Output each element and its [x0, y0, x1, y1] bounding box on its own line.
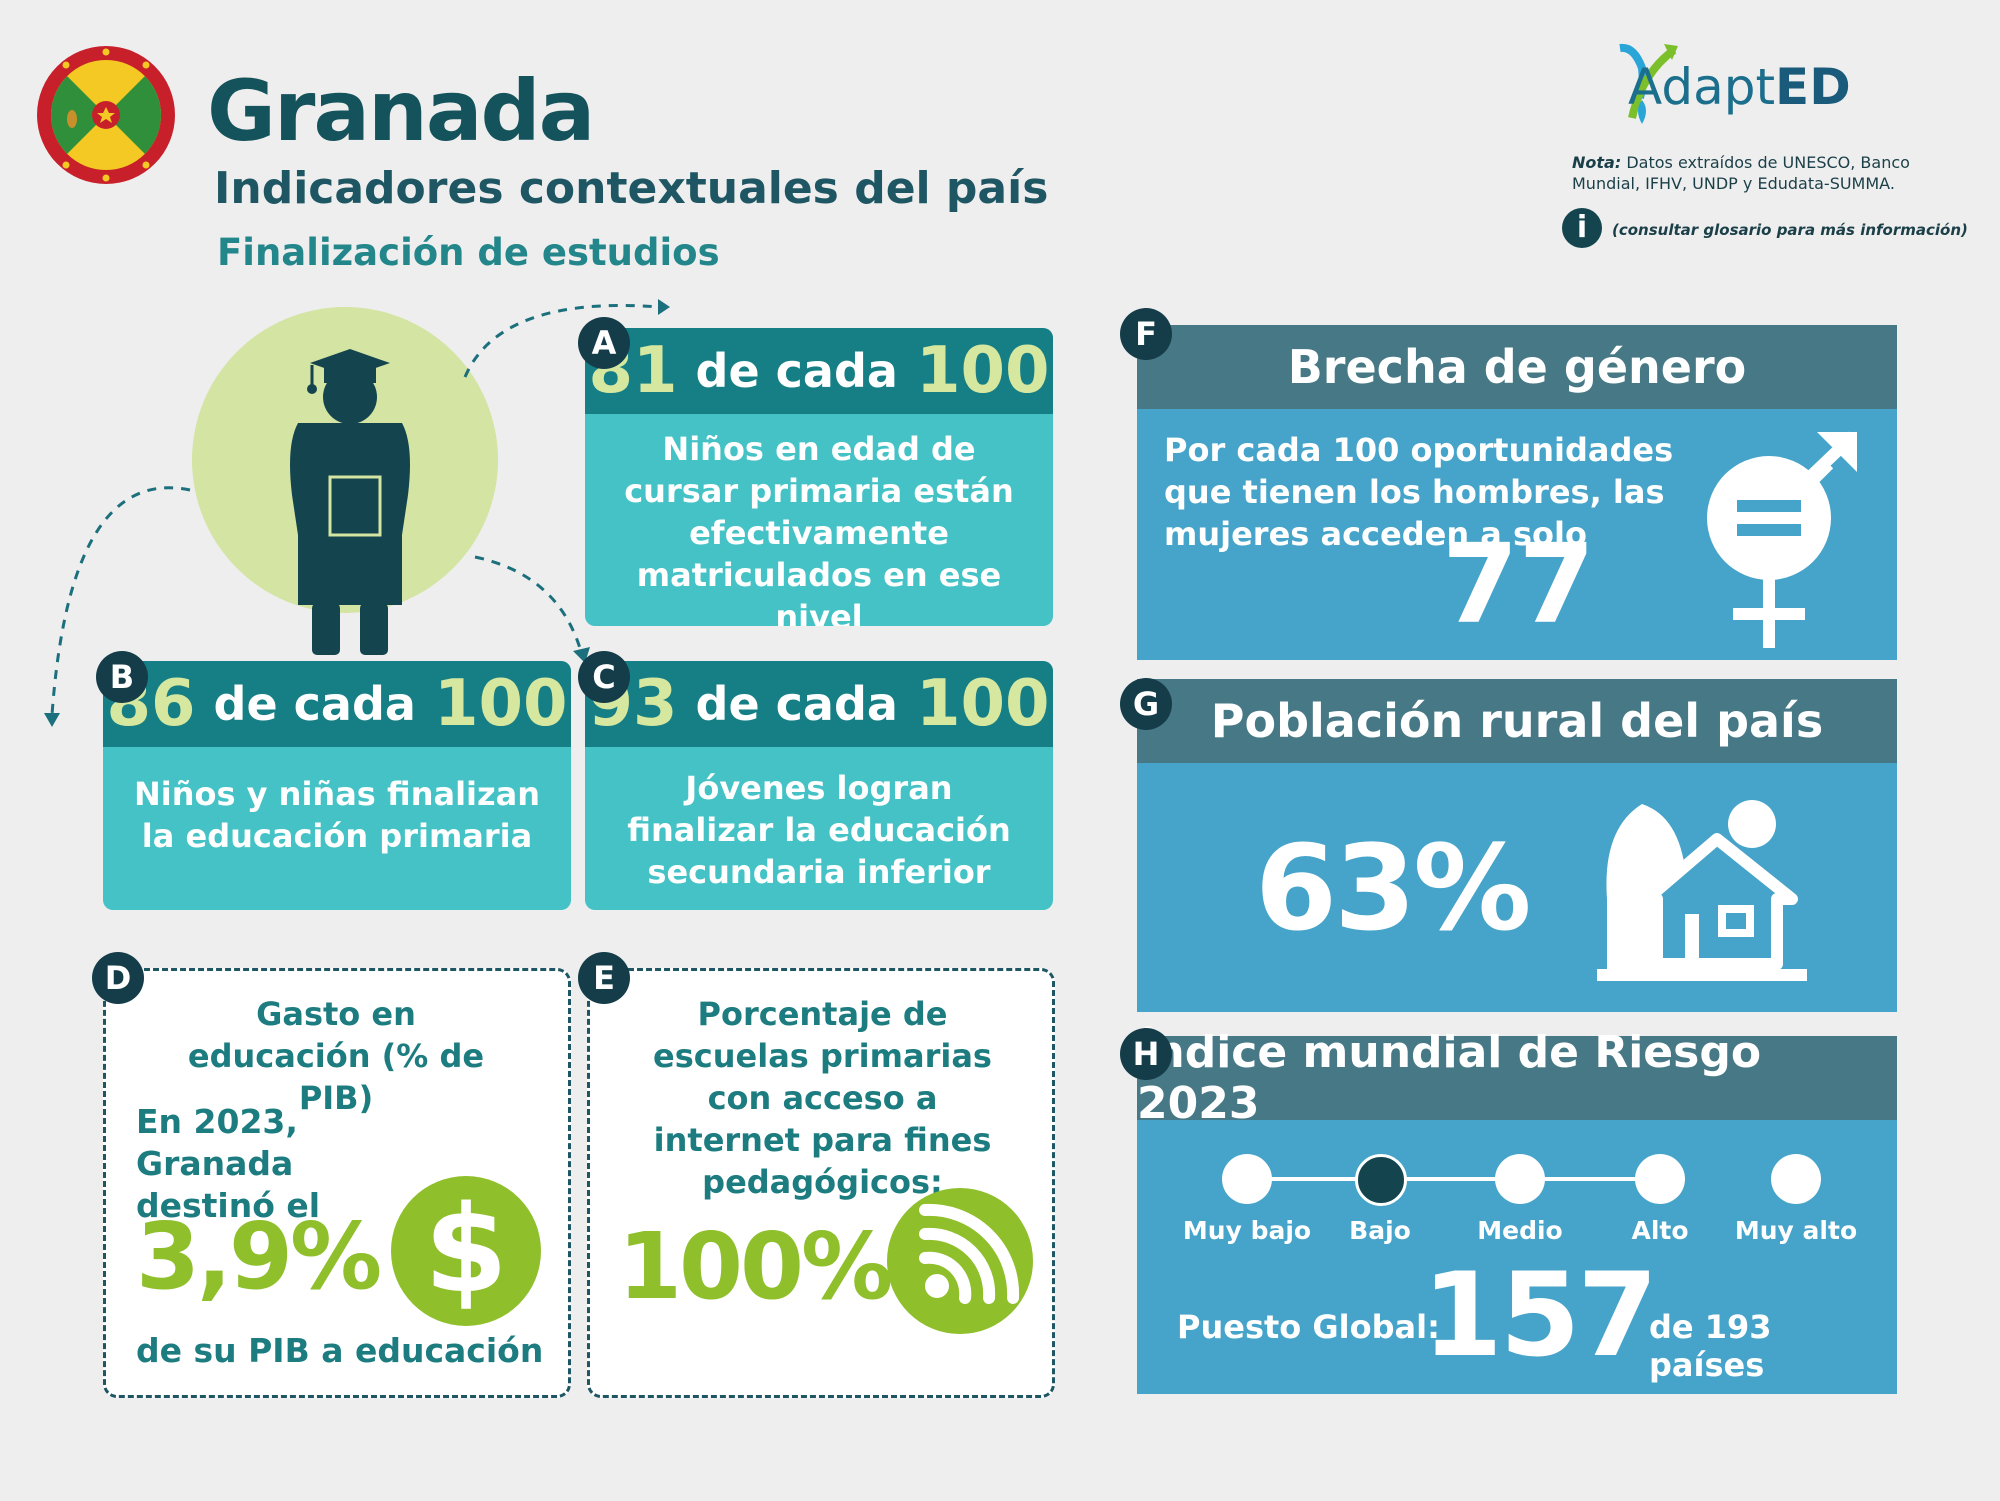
card-a-header: 81 de cada 100: [585, 328, 1053, 414]
page-title: Granada: [207, 62, 595, 160]
brand-logo: AdaptED: [1628, 58, 1851, 116]
risk-label-muy-bajo: Muy bajo: [1182, 1216, 1312, 1245]
glossary-note: (consultar glosario para más información…: [1612, 221, 1968, 239]
badge-b: B: [96, 651, 148, 703]
risk-label-muy-alto: Muy alto: [1734, 1216, 1858, 1245]
risk-dot-muy-bajo: [1222, 1154, 1272, 1204]
panel-f-text: Por cada 100 oportunidades que tienen lo…: [1164, 431, 1674, 553]
box-e: Porcentaje de escuelas primarias con acc…: [587, 968, 1055, 1398]
badge-g: G: [1120, 678, 1172, 730]
info-icon[interactable]: i: [1562, 208, 1602, 248]
rank-suffix: de 193 países: [1649, 1308, 1772, 1384]
card-b-header: 86 de cada 100: [103, 661, 571, 747]
badge-f: F: [1120, 308, 1172, 360]
wifi-icon: [885, 1186, 1035, 1336]
panel-f-value: 77: [1442, 520, 1596, 648]
rank-label: Puesto Global:: [1177, 1308, 1440, 1346]
box-d-intro: En 2023, Granada destinó el: [136, 1102, 321, 1225]
box-d-footer: de su PIB a educación: [136, 1331, 544, 1370]
box-d: Gasto en educación (% de PIB) En 2023, G…: [103, 968, 571, 1398]
risk-label-medio: Medio: [1477, 1216, 1563, 1245]
rural-house-icon: [1597, 789, 1807, 999]
panel-f: Brecha de género Por cada 100 oportunida…: [1137, 325, 1897, 660]
adapted-logo-icon: [1612, 38, 1682, 128]
box-d-title: Gasto en educación (% de PIB): [187, 995, 485, 1117]
gender-equality-icon: [1707, 420, 1867, 650]
card-c: 93 de cada 100 Jóvenes logran finalizar …: [585, 661, 1053, 910]
box-e-value: 100%: [618, 1213, 893, 1320]
risk-label-bajo: Bajo: [1349, 1216, 1411, 1245]
graduate-illustration: [30, 285, 670, 745]
panel-g: Población rural del país 63%: [1137, 679, 1897, 1012]
risk-dot-medio: [1495, 1154, 1545, 1204]
panel-h: Índice mundial de Riesgo 2023 Muy bajo B…: [1137, 1027, 1897, 1394]
risk-scale-line: [1247, 1177, 1683, 1181]
risk-label-alto: Alto: [1631, 1216, 1689, 1245]
badge-d: D: [92, 952, 144, 1004]
card-c-header: 93 de cada 100: [585, 661, 1053, 747]
source-note: Nota: Datos extraídos de UNESCO, Banco M…: [1572, 153, 1910, 193]
panel-h-title: Índice mundial de Riesgo 2023: [1137, 1027, 1897, 1129]
risk-dot-bajo: [1355, 1154, 1407, 1206]
dollar-icon: $: [391, 1176, 541, 1326]
card-b: 86 de cada 100 Niños y niñas finalizan l…: [103, 661, 571, 910]
card-c-text: Jóvenes logran finalizar la educación se…: [627, 769, 1011, 891]
page-subtitle: Indicadores contextuales del país: [214, 163, 1049, 214]
card-a: 81 de cada 100 Niños en edad de cursar p…: [585, 328, 1053, 626]
rank-value: 157: [1422, 1248, 1658, 1383]
panel-f-title: Brecha de género: [1137, 325, 1897, 409]
box-e-title: Porcentaje de escuelas primarias con acc…: [653, 995, 992, 1201]
box-d-value: 3,9%: [136, 1203, 382, 1310]
section-title: Finalización de estudios: [217, 231, 720, 274]
badge-e: E: [578, 952, 630, 1004]
badge-a: A: [578, 317, 630, 369]
card-a-text: Niños en edad de cursar primaria están e…: [624, 430, 1014, 626]
grenada-flag-icon: [36, 45, 176, 185]
badge-c: C: [578, 651, 630, 703]
panel-g-title: Población rural del país: [1137, 679, 1897, 763]
badge-h: H: [1120, 1028, 1172, 1080]
risk-dot-muy-alto: [1771, 1154, 1821, 1204]
card-b-text: Niños y niñas finalizan la educación pri…: [133, 775, 541, 855]
risk-dot-alto: [1635, 1154, 1685, 1204]
panel-g-value: 63%: [1255, 819, 1531, 957]
